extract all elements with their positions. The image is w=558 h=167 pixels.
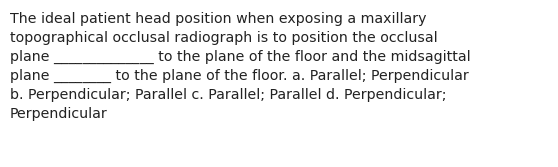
Text: The ideal patient head position when exposing a maxillary
topographical occlusal: The ideal patient head position when exp…: [10, 12, 470, 121]
